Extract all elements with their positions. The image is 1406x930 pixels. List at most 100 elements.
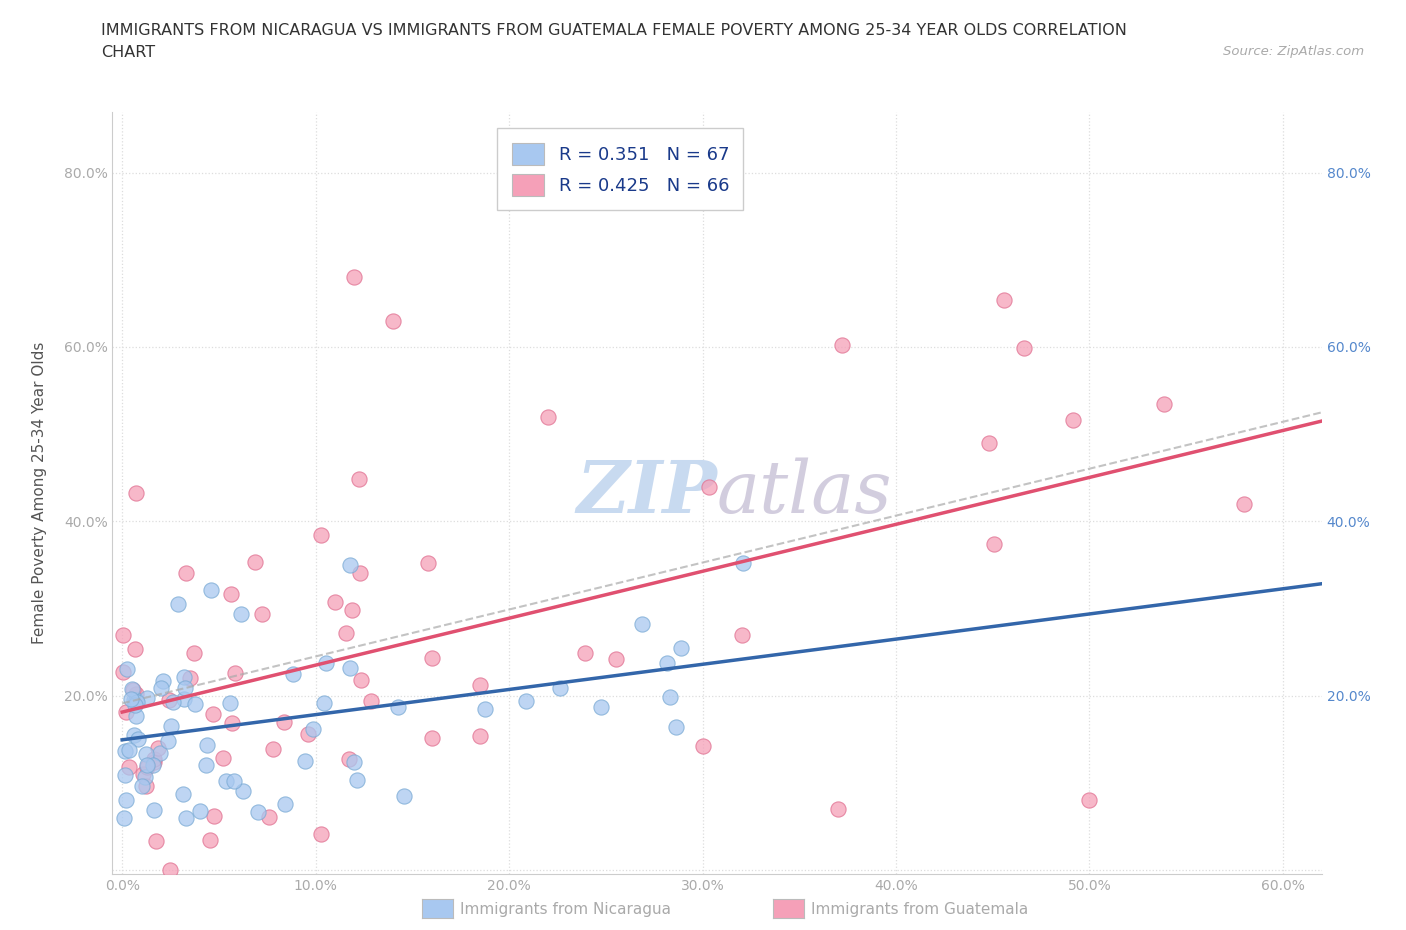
Point [232, 783, 254, 798]
Point [273, 797, 295, 812]
Point [145, 834, 167, 849]
Text: IMMIGRANTS FROM NICARAGUA VS IMMIGRANTS FROM GUATEMALA FEMALE POVERTY AMONG 25-3: IMMIGRANTS FROM NICARAGUA VS IMMIGRANTS … [101, 23, 1128, 38]
Point [273, 714, 295, 729]
Point [983, 537, 1005, 551]
Point [339, 751, 361, 766]
Point [659, 690, 682, 705]
Point [283, 666, 305, 681]
Legend: R = 0.351   N = 67, R = 0.425   N = 66: R = 0.351 N = 67, R = 0.425 N = 66 [498, 128, 744, 210]
Point [631, 617, 654, 631]
Point [117, 760, 139, 775]
Point [125, 687, 148, 702]
Point [173, 692, 195, 707]
Point [114, 744, 136, 759]
Point [262, 741, 284, 756]
Point [198, 833, 221, 848]
Point [115, 705, 138, 720]
Point [243, 555, 266, 570]
Point [112, 811, 135, 826]
Point [121, 682, 143, 697]
Point [309, 827, 332, 842]
Point [550, 681, 572, 696]
Point [831, 338, 853, 352]
Point [125, 708, 148, 723]
Point [204, 808, 226, 823]
Point [222, 774, 245, 789]
Text: Source: ZipAtlas.com: Source: ZipAtlas.com [1223, 45, 1364, 58]
Point [176, 565, 198, 580]
Point [194, 757, 217, 772]
Point [247, 804, 270, 819]
Point [470, 728, 492, 743]
Point [174, 811, 197, 826]
Point [221, 715, 243, 730]
Point [125, 485, 148, 500]
Point [340, 603, 363, 618]
Point [188, 804, 211, 819]
Point [131, 779, 153, 794]
Point [183, 645, 205, 660]
Point [148, 740, 170, 755]
Point [112, 628, 135, 643]
Point [229, 606, 252, 621]
Point [339, 557, 361, 572]
Point [179, 671, 201, 685]
Point [697, 480, 720, 495]
Point [1062, 413, 1084, 428]
Text: Immigrants from Guatemala: Immigrants from Guatemala [811, 902, 1029, 917]
Point [349, 565, 371, 580]
Point [136, 760, 159, 775]
Y-axis label: Female Poverty Among 25-34 Year Olds: Female Poverty Among 25-34 Year Olds [32, 341, 46, 644]
Point [135, 758, 157, 773]
Point [474, 701, 496, 716]
Point [302, 721, 325, 736]
Point [416, 556, 439, 571]
Point [343, 270, 366, 285]
Text: atlas: atlas [717, 458, 893, 528]
Point [118, 743, 141, 758]
Point [184, 697, 207, 711]
Point [339, 660, 361, 675]
Point [127, 695, 149, 710]
Point [160, 718, 183, 733]
Point [167, 597, 190, 612]
Point [122, 683, 145, 698]
Point [309, 527, 332, 542]
Point [157, 733, 180, 748]
Point [143, 754, 166, 769]
Point [120, 692, 142, 707]
Point [150, 681, 173, 696]
Point [124, 642, 146, 657]
Point [159, 862, 181, 877]
Point [605, 651, 627, 666]
Point [315, 656, 337, 671]
Point [297, 726, 319, 741]
Point [294, 753, 316, 768]
Point [468, 678, 491, 693]
Text: ZIP: ZIP [576, 458, 717, 528]
Point [257, 810, 280, 825]
Point [252, 607, 274, 622]
Point [655, 656, 678, 671]
Point [173, 670, 195, 684]
Point [692, 738, 714, 753]
Point [343, 755, 366, 770]
Point [174, 681, 197, 696]
Point [125, 692, 148, 707]
Point [143, 751, 166, 766]
Point [360, 694, 382, 709]
Point [392, 789, 415, 804]
Point [162, 694, 184, 709]
Point [346, 773, 368, 788]
Point [733, 555, 755, 570]
Point [201, 707, 224, 722]
Text: Immigrants from Nicaragua: Immigrants from Nicaragua [460, 902, 671, 917]
Point [115, 661, 138, 676]
Point [195, 737, 218, 752]
Point [149, 746, 172, 761]
Point [115, 792, 138, 807]
Point [219, 586, 242, 601]
Point [135, 747, 157, 762]
Point [335, 626, 357, 641]
Point [224, 666, 246, 681]
